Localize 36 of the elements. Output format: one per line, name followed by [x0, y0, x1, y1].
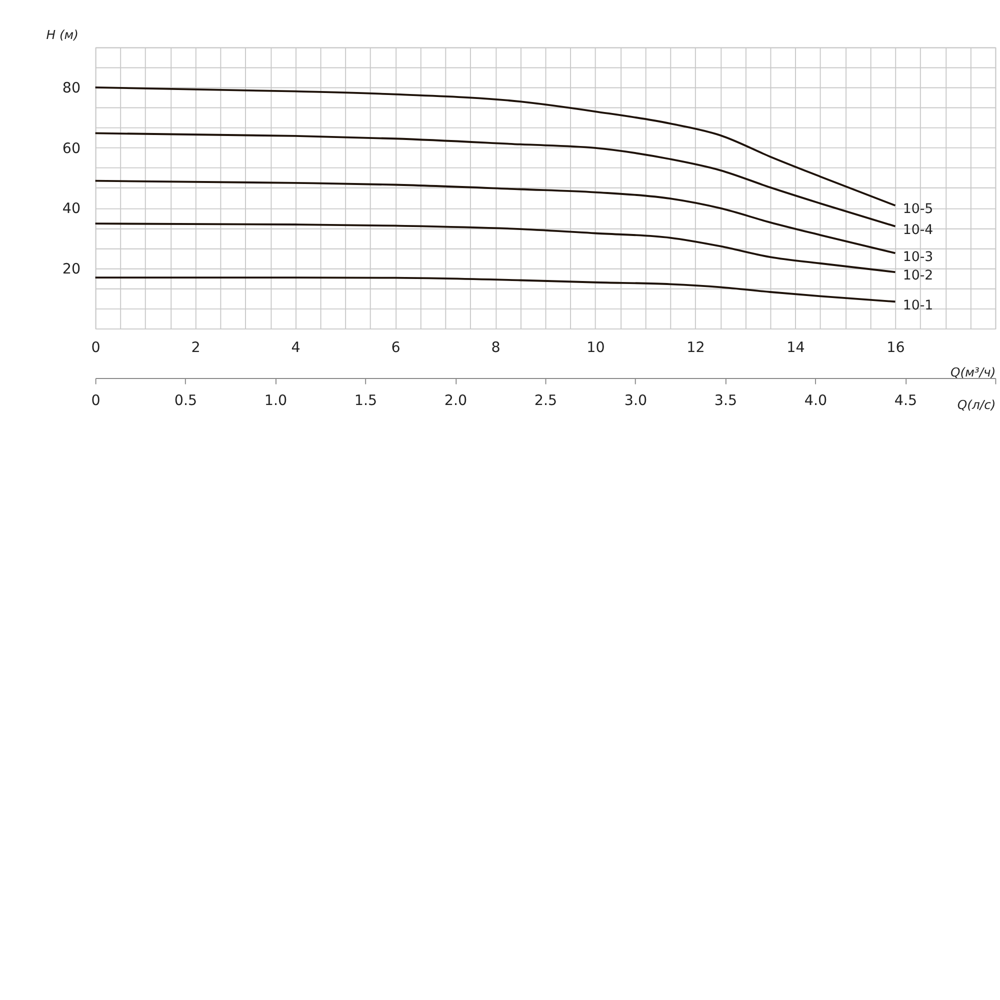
series-label: 10-2 — [902, 268, 934, 284]
x2-tick-label: 3.0 — [624, 393, 648, 410]
y-tick-label: 80 — [62, 80, 81, 97]
y-tick-label: 40 — [62, 201, 81, 218]
x2-axis-title: Q(л/с) — [957, 397, 996, 412]
x2-tick-label: 4.0 — [804, 393, 828, 410]
x-tick-label: 0 — [91, 340, 100, 356]
series-label: 10-3 — [902, 250, 934, 265]
y-axis-title: H (м) — [46, 27, 78, 42]
line-series — [94, 276, 896, 303]
x2-tick-label: 2.0 — [444, 393, 468, 410]
y-tick-label: 20 — [62, 261, 81, 278]
series-label: 10-4 — [902, 222, 934, 238]
x2-tick-label: 0.5 — [174, 393, 198, 410]
line-series — [94, 132, 896, 228]
y-tick-label: 60 — [62, 140, 81, 157]
x2-tick-label: 3.5 — [714, 393, 738, 410]
x-tick-label: 12 — [686, 340, 705, 356]
x2-tick-label: 4.5 — [894, 393, 918, 410]
line-series — [94, 86, 896, 206]
x-tick-label: 14 — [786, 340, 805, 356]
x-tick-label: 6 — [391, 340, 400, 356]
line-series — [94, 180, 896, 254]
x-tick-label: 4 — [291, 340, 300, 356]
x-axis-title: Q(м³/ч) — [950, 364, 996, 380]
x-tick-label: 16 — [886, 340, 905, 356]
x2-tick-label: 2.5 — [534, 393, 558, 410]
x-tick-label: 10 — [586, 340, 605, 356]
x-tick-label: 2 — [191, 340, 200, 356]
x2-tick-label: 1.5 — [354, 393, 378, 410]
x2-tick-label: 1.0 — [264, 393, 288, 410]
series-label: 10-1 — [902, 298, 934, 314]
x2-tick-label: 0 — [91, 393, 100, 410]
x-tick-label: 8 — [491, 340, 500, 356]
line-series — [94, 222, 896, 274]
series-label: 10-5 — [902, 202, 934, 218]
